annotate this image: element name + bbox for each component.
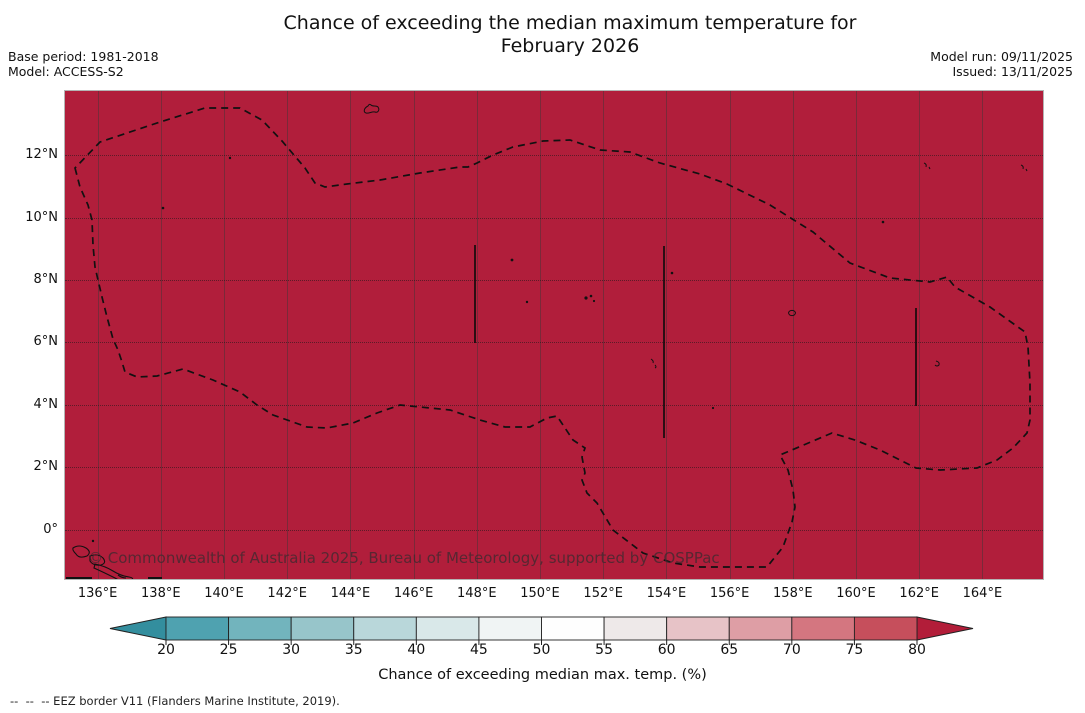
map-overlay bbox=[65, 91, 1043, 579]
colorbar-segment bbox=[542, 617, 605, 640]
y-tick-label: 4°N bbox=[0, 397, 58, 413]
colorbar-segment bbox=[291, 617, 354, 640]
footnote: -- -- -- EEZ border V11 (Flanders Marine… bbox=[10, 694, 340, 708]
colorbar-tick-label: 55 bbox=[574, 642, 634, 658]
colorbar-tick-label: 70 bbox=[762, 642, 822, 658]
y-tick-label: 8°N bbox=[0, 272, 58, 288]
colorbar-segment bbox=[792, 617, 855, 640]
colorbar-segment bbox=[229, 617, 292, 640]
issued-label: Issued: 13/11/2025 bbox=[930, 64, 1073, 79]
x-tick-label: 164°E bbox=[942, 586, 1022, 601]
colorbar-tick-label: 35 bbox=[324, 642, 384, 658]
colorbar-segment bbox=[166, 617, 229, 640]
watermark: © Commonwealth of Australia 2025, Bureau… bbox=[88, 549, 720, 567]
model-run-label: Model run: 09/11/2025 bbox=[930, 49, 1073, 64]
colorbar-tick-label: 65 bbox=[699, 642, 759, 658]
map-area: © Commonwealth of Australia 2025, Bureau… bbox=[65, 91, 1043, 579]
colorbar-segment bbox=[729, 617, 792, 640]
colorbar-label: Chance of exceeding median max. temp. (%… bbox=[0, 667, 1085, 683]
eez-border-path bbox=[75, 108, 1030, 567]
y-tick-label: 6°N bbox=[0, 334, 58, 350]
y-tick-label: 2°N bbox=[0, 459, 58, 475]
meta-left: Base period: 1981-2018 Model: ACCESS-S2 bbox=[8, 49, 159, 79]
colorbar-segment bbox=[354, 617, 417, 640]
colorbar-tick-label: 45 bbox=[449, 642, 509, 658]
colorbar-segment bbox=[479, 617, 542, 640]
colorbar-segment bbox=[667, 617, 730, 640]
colorbar-segment bbox=[416, 617, 479, 640]
colorbar-tick-label: 30 bbox=[261, 642, 321, 658]
chart-title-line1: Chance of exceeding the median maximum t… bbox=[55, 12, 1085, 35]
colorbar-tick-label: 60 bbox=[637, 642, 697, 658]
colorbar-tick-label: 50 bbox=[512, 642, 572, 658]
colorbar-tick-label: 80 bbox=[887, 642, 947, 658]
footnote-text: EEZ border V11 (Flanders Marine Institut… bbox=[50, 694, 340, 708]
y-tick-label: 0° bbox=[0, 522, 58, 538]
base-period-label: Base period: 1981-2018 bbox=[8, 49, 159, 64]
colorbar-tick-label: 20 bbox=[136, 642, 196, 658]
colorbar-tick-label: 75 bbox=[824, 642, 884, 658]
colorbar-tick-label: 40 bbox=[386, 642, 446, 658]
y-tick-label: 12°N bbox=[0, 147, 58, 163]
y-tick-label: 10°N bbox=[0, 210, 58, 226]
island-dots bbox=[92, 157, 885, 542]
eez-dash-sample: -- -- -- bbox=[10, 694, 50, 708]
colorbar-segment bbox=[854, 617, 917, 640]
meta-right: Model run: 09/11/2025 Issued: 13/11/2025 bbox=[930, 49, 1073, 79]
island-marks bbox=[364, 104, 1027, 368]
colorbar-arrow-low bbox=[110, 617, 166, 640]
colorbar-tick-label: 25 bbox=[199, 642, 259, 658]
model-label: Model: ACCESS-S2 bbox=[8, 64, 159, 79]
figure: Chance of exceeding the median maximum t… bbox=[0, 0, 1085, 713]
colorbar-arrow-high bbox=[917, 617, 973, 640]
colorbar-segment bbox=[604, 617, 667, 640]
